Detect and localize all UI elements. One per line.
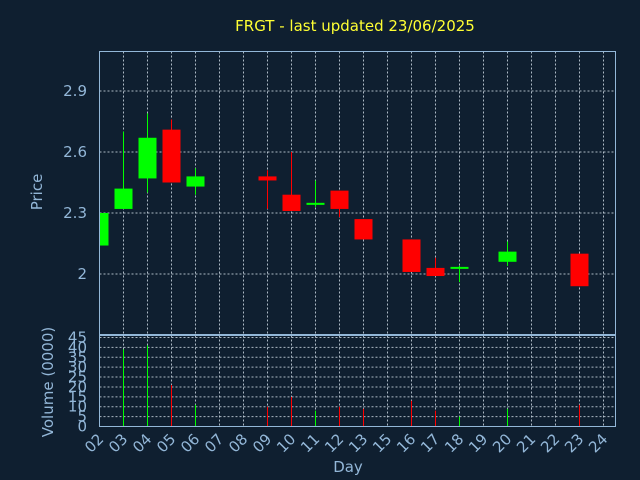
volume-panel-frame xyxy=(99,335,616,427)
candle-body xyxy=(306,202,325,205)
candle-body xyxy=(138,137,157,179)
candle-11 xyxy=(306,180,325,207)
chart-title: FRGT - last updated 23/06/2025 xyxy=(235,17,475,35)
candle-body xyxy=(354,219,373,240)
candle-body xyxy=(426,267,445,277)
volume-y-tick-label: 10 xyxy=(68,398,87,416)
price-y-tick-label: 2.9 xyxy=(63,82,87,100)
price-axis-label: Price xyxy=(28,174,46,211)
price-y-tick-label: 2.6 xyxy=(63,143,87,161)
candle-body xyxy=(162,129,181,183)
candle-09 xyxy=(258,170,277,209)
volume-y-tick-label: 35 xyxy=(68,348,87,366)
volume-bars xyxy=(123,345,580,427)
candle-body xyxy=(258,176,277,181)
price-candles xyxy=(99,113,589,287)
price-y-ticks: 2 2.3 2.6 2.9 xyxy=(63,82,87,283)
candle-10 xyxy=(282,152,301,211)
volume-y-tick-label: 20 xyxy=(68,378,87,396)
price-y-tick-label: 2.3 xyxy=(63,204,87,222)
candle-12 xyxy=(330,190,349,218)
price-y-tick-label: 2 xyxy=(77,265,87,283)
candle-05 xyxy=(162,119,181,183)
volume-y-tick-label: 5 xyxy=(77,408,87,426)
candle-18 xyxy=(450,265,469,283)
candle-body xyxy=(498,251,517,262)
candle-body xyxy=(450,266,469,269)
candle-body xyxy=(570,253,589,287)
volume-y-tick-label: 45 xyxy=(68,329,87,347)
volume-y-tick-label: 25 xyxy=(68,368,87,386)
price-panel-frame xyxy=(99,51,616,335)
candle-02 xyxy=(99,213,109,246)
volume-y-tick-label: 0 xyxy=(77,418,87,436)
candle-17 xyxy=(426,257,445,277)
candle-16 xyxy=(402,239,421,272)
candle-body xyxy=(99,213,109,246)
candle-body xyxy=(186,176,205,187)
candle-body xyxy=(330,190,349,209)
volume-axis-label: Volume (0000) xyxy=(39,327,57,437)
price-panel: 2 2.3 2.6 2.9 Price xyxy=(28,51,616,335)
candle-body xyxy=(114,188,133,209)
candle-20 xyxy=(498,241,517,266)
candle-03 xyxy=(114,131,133,209)
candle-04 xyxy=(138,113,157,193)
volume-y-tick-label: 40 xyxy=(68,338,87,356)
candle-06 xyxy=(186,168,205,195)
candle-body xyxy=(282,194,301,211)
volume-y-tick-label: 15 xyxy=(68,388,87,406)
candle-13 xyxy=(354,219,373,240)
candle-23 xyxy=(570,253,589,287)
volume-y-tick-label: 30 xyxy=(68,358,87,376)
x-axis-label: Day xyxy=(333,458,363,476)
candle-body xyxy=(402,239,421,272)
